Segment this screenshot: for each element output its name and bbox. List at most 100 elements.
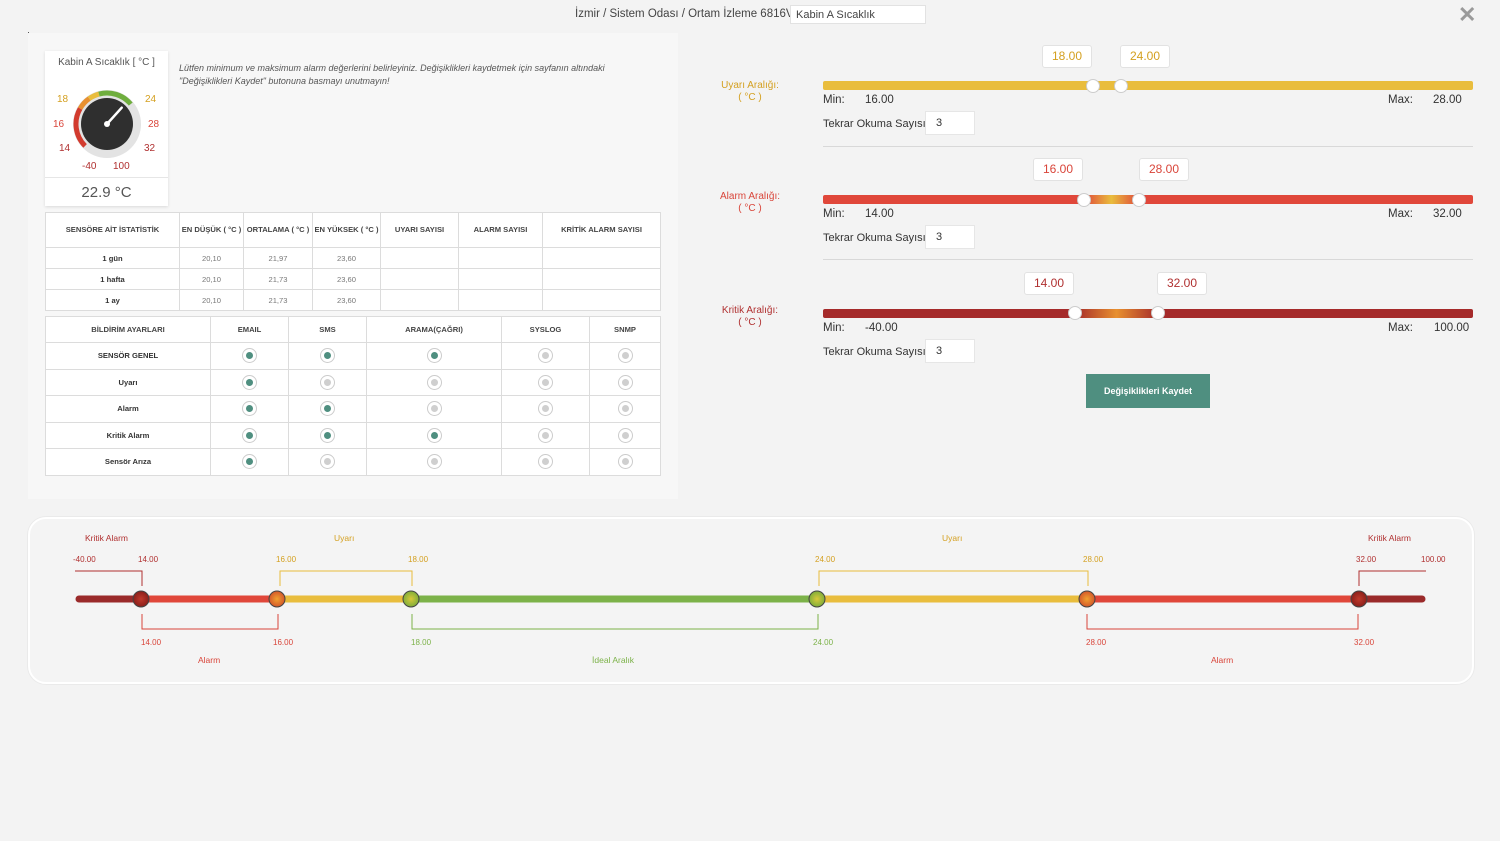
critical-max-label: Max: <box>1388 322 1413 334</box>
gauge-label-warn-max: 24 <box>145 94 157 105</box>
section-divider <box>823 259 1473 260</box>
table-cell <box>542 247 661 269</box>
notification-radio[interactable] <box>538 401 553 417</box>
notification-radio[interactable] <box>320 401 335 417</box>
notification-radio[interactable] <box>320 427 335 443</box>
info-text: Lütfen minimum ve maksimum alarm değerle… <box>179 63 605 86</box>
notification-radio[interactable] <box>426 427 442 443</box>
warning-low-handle[interactable] <box>1086 79 1100 93</box>
warning-repeat-input[interactable] <box>925 111 975 135</box>
critical-range-unit: ( °C ) <box>738 317 762 328</box>
sensor-name-input[interactable] <box>790 5 926 24</box>
notification-radio[interactable] <box>617 348 633 364</box>
critical-high-value[interactable]: 32.00 <box>1157 272 1207 295</box>
alarm-range-unit: ( °C ) <box>738 203 762 214</box>
notification-radio[interactable] <box>242 374 257 390</box>
critical-range-slider[interactable] <box>823 309 1473 318</box>
close-icon[interactable]: ✕ <box>1458 2 1477 27</box>
table-cell <box>501 395 590 423</box>
critical-range-title: Kritik Aralığı: <box>721 305 779 316</box>
table-cell <box>210 342 289 370</box>
warning-high-handle[interactable] <box>1114 79 1128 93</box>
alarm-high-value[interactable]: 28.00 <box>1139 158 1189 181</box>
table-cell <box>366 448 502 476</box>
notification-radio[interactable] <box>242 454 257 470</box>
table-cell <box>288 368 367 396</box>
table-row: 1 ay 20,10 21,73 23,60 <box>45 289 661 311</box>
table-cell <box>589 448 661 476</box>
notification-radio[interactable] <box>242 401 257 417</box>
notification-radio[interactable] <box>538 427 553 443</box>
alarm-low-value[interactable]: 16.00 <box>1033 158 1083 181</box>
warning-min-value: 16.00 <box>865 94 894 106</box>
notification-settings-table: BİLDİRİM AYARLARI EMAIL SMS ARAMA(ÇAĞRI)… <box>45 316 661 476</box>
row-label: Uyarı <box>45 368 211 396</box>
save-changes-button[interactable]: Değişiklikleri Kaydet <box>1086 374 1210 408</box>
notification-radio[interactable] <box>538 374 553 390</box>
alarm-min-value: 14.00 <box>865 208 894 220</box>
warning-max-value: 28.00 <box>1433 94 1462 106</box>
warning-range-unit: ( °C ) <box>738 92 762 103</box>
notification-radio[interactable] <box>426 454 442 470</box>
alarm-range-slider[interactable] <box>823 195 1473 204</box>
table-cell: 20,10 <box>179 289 244 311</box>
table-cell <box>288 395 367 423</box>
table-cell <box>366 368 502 396</box>
column-header: SYSLOG <box>501 316 590 343</box>
notification-radio[interactable] <box>617 454 633 470</box>
warning-range-title: Uyarı Aralığı: <box>721 80 779 91</box>
warning-range-slider[interactable] <box>823 81 1473 90</box>
table-cell <box>210 395 289 423</box>
table-cell <box>589 342 661 370</box>
table-row: Kritik Alarm <box>45 421 661 449</box>
section-divider <box>823 146 1473 147</box>
table-cell <box>366 421 502 449</box>
gauge-divider <box>45 177 168 178</box>
column-header: SNMP <box>589 316 661 343</box>
notification-radio[interactable] <box>242 427 257 443</box>
notification-radio[interactable] <box>242 348 257 364</box>
notification-radio[interactable] <box>426 348 442 364</box>
notification-radio[interactable] <box>320 348 335 364</box>
critical-range-label: Kritik Aralığı: ( °C ) <box>710 305 790 329</box>
notification-radio[interactable] <box>426 374 442 390</box>
gauge-label-range-min: -40 <box>82 161 97 172</box>
notification-radio[interactable] <box>320 374 335 390</box>
row-label: SENSÖR GENEL <box>45 342 211 370</box>
column-header: EN YÜKSEK ( °C ) <box>312 212 381 248</box>
warning-high-value[interactable]: 24.00 <box>1120 45 1170 68</box>
table-cell <box>542 268 661 290</box>
column-header: EMAIL <box>210 316 289 343</box>
alarm-low-handle[interactable] <box>1077 193 1091 207</box>
notification-radio[interactable] <box>426 401 442 417</box>
table-header-row: BİLDİRİM AYARLARI EMAIL SMS ARAMA(ÇAĞRI)… <box>45 316 661 343</box>
table-cell <box>458 289 543 311</box>
table-cell: 21,73 <box>243 268 313 290</box>
table-cell <box>589 421 661 449</box>
column-header: ALARM SAYISI <box>458 212 543 248</box>
notification-radio[interactable] <box>538 348 553 364</box>
table-cell <box>210 368 289 396</box>
notification-radio[interactable] <box>320 454 335 470</box>
breadcrumb: İzmir / Sistem Odası / Ortam İzleme 6816… <box>575 8 800 20</box>
critical-repeat-input[interactable] <box>925 339 975 363</box>
threshold-scale-card <box>28 517 1474 684</box>
critical-min-value: -40.00 <box>865 322 898 334</box>
column-header: EN DÜŞÜK ( °C ) <box>179 212 244 248</box>
gauge-arc-yellow <box>87 91 100 101</box>
critical-low-handle[interactable] <box>1068 306 1082 320</box>
notification-radio[interactable] <box>617 427 633 443</box>
row-label: 1 ay <box>45 289 180 311</box>
notification-radio[interactable] <box>617 374 633 390</box>
gauge-label-range-max: 100 <box>113 161 130 172</box>
warning-low-value[interactable]: 18.00 <box>1042 45 1092 68</box>
notification-radio[interactable] <box>617 401 633 417</box>
warning-max-label: Max: <box>1388 94 1413 106</box>
critical-low-value[interactable]: 14.00 <box>1024 272 1074 295</box>
alarm-high-handle[interactable] <box>1132 193 1146 207</box>
critical-high-handle[interactable] <box>1151 306 1165 320</box>
table-cell: 23,60 <box>312 247 381 269</box>
table-cell: 20,10 <box>179 247 244 269</box>
notification-radio[interactable] <box>538 454 553 470</box>
alarm-repeat-input[interactable] <box>925 225 975 249</box>
